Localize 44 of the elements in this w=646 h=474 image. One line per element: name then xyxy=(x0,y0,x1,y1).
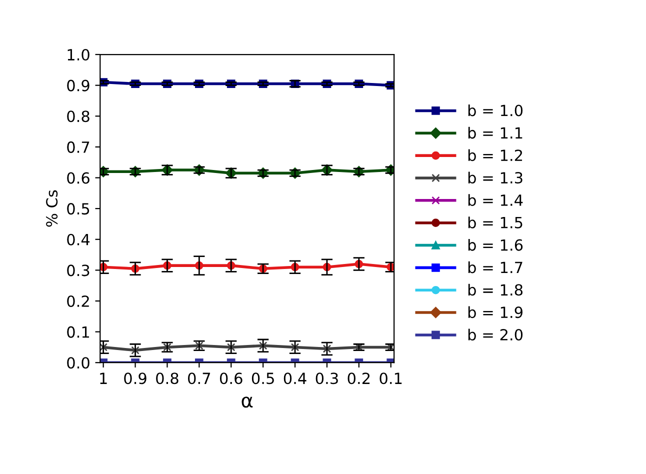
point xyxy=(258,341,268,350)
y-tick-label: 0.2 xyxy=(67,295,89,308)
x-axis-title: α xyxy=(242,396,253,408)
x-tick-label: 0.2 xyxy=(348,372,370,384)
y-tick-label: 0.7 xyxy=(67,141,90,153)
x-tick-label: 0.5 xyxy=(252,372,274,384)
x-tick-label: 0.1 xyxy=(380,372,402,384)
point xyxy=(163,343,172,352)
x-tick-label: 1 xyxy=(100,372,107,384)
x-tick-label: 0.7 xyxy=(188,372,210,384)
y-axis-title: % Cs xyxy=(46,190,58,227)
point xyxy=(195,341,204,350)
y-tick-label: 0.3 xyxy=(67,264,90,276)
legend-label: b = 1.1 xyxy=(468,126,522,139)
legend-label: b = 1.4 xyxy=(468,194,523,206)
y-tick-label: 0.9 xyxy=(67,80,90,92)
legend-label: b = 1.5 xyxy=(468,216,522,228)
legend-label: b = 2.0 xyxy=(468,328,523,341)
point xyxy=(354,343,364,352)
y-tick-label: 0.4 xyxy=(67,234,90,246)
legend-label: b = 1.7 xyxy=(468,261,522,274)
y-tick-label: 0.6 xyxy=(67,172,90,184)
x-tick-label: 0.8 xyxy=(156,372,178,384)
y-tick-label: 0.8 xyxy=(67,110,90,122)
point xyxy=(386,343,394,352)
y-tick-label: 1.0 xyxy=(68,48,90,61)
point xyxy=(322,344,332,353)
x-tick-label: 0.9 xyxy=(124,372,146,384)
legend-label: b = 1.0 xyxy=(468,104,523,116)
x-tick-label: 0.4 xyxy=(284,372,306,384)
point xyxy=(100,343,108,352)
point xyxy=(290,343,300,352)
legend-label: b = 1.9 xyxy=(468,306,522,318)
y-tick-label: 0.5 xyxy=(67,203,90,215)
legend-label: b = 1.6 xyxy=(468,238,523,251)
legend-label: b = 1.2 xyxy=(468,149,522,162)
y-tick-label: 0.1 xyxy=(67,326,89,338)
x-tick-label: 0.3 xyxy=(316,372,338,384)
legend-label: b = 1.3 xyxy=(468,172,522,184)
legend-label: b = 1.8 xyxy=(468,284,523,296)
x-tick-label: 0.6 xyxy=(220,372,242,384)
y-tick-label: 0.0 xyxy=(67,357,90,369)
point xyxy=(226,343,236,352)
point xyxy=(131,346,140,354)
